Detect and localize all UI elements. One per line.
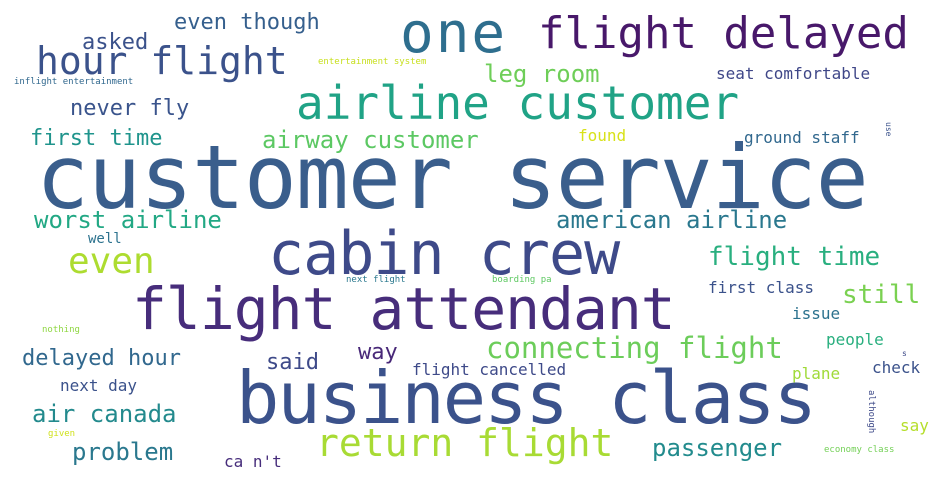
word-leg-room: leg room [484, 60, 600, 88]
word-way: way [358, 340, 398, 365]
word-ground-staff: ground staff [744, 128, 860, 147]
word-given: given [48, 429, 76, 439]
word-next-flight: next flight [346, 275, 406, 285]
word-one: one [400, 1, 508, 66]
word-first-time: first time [30, 126, 163, 151]
word-airway-customer: airway customer [262, 126, 479, 154]
word-seat-comfortable: seat comfortable [716, 64, 871, 83]
word-check: check [872, 358, 921, 377]
word-business-class: business class [236, 356, 817, 440]
word-boarding-pa: boarding pa [492, 275, 552, 285]
word-never-fly: never fly [70, 96, 190, 121]
word-use: use [884, 122, 893, 137]
word-asked: asked [82, 30, 149, 55]
word-first-class: first class [708, 278, 814, 297]
word-hour-flight: hour flight [36, 39, 288, 83]
word-plane: plane [792, 364, 841, 383]
word-nothing: nothing [42, 325, 80, 335]
word-customer-service: customer service [36, 126, 869, 229]
word-flight-attendant: flight attendant [132, 275, 676, 343]
word-problem: problem [72, 438, 174, 466]
word-entertainment-system: entertainment system [318, 57, 427, 67]
word-even: even [68, 241, 155, 282]
word-say: say [900, 416, 929, 435]
word-connecting-flight: connecting flight [486, 331, 783, 365]
word-found: found [578, 126, 627, 145]
word-s: s [902, 349, 907, 358]
word-flight-cancelled: flight cancelled [412, 360, 567, 379]
word-worst-airline: worst airline [34, 206, 222, 234]
word-still: still [842, 280, 921, 310]
word-air-canada: air canada [32, 400, 177, 428]
word-american-airline: american airline [556, 206, 788, 234]
word-well: well [88, 231, 122, 247]
word-said: said [266, 350, 319, 375]
word-people: people [826, 330, 884, 349]
word-even-though: even though [174, 10, 320, 35]
word-issue: issue [792, 304, 841, 323]
word-return-flight: return flight [316, 421, 614, 465]
word-passenger: passenger [652, 434, 783, 462]
word-economy-class: economy class [824, 445, 895, 455]
word-cabin-crew: cabin crew [268, 219, 620, 289]
word-inflight-entertainment: inflight entertainment [14, 77, 134, 87]
word-flight-time: flight time [708, 242, 881, 272]
word-ca-nt: ca n't [224, 452, 282, 471]
word-delayed-hour: delayed hour [22, 346, 181, 371]
word-airline-customer: airline customer [296, 76, 740, 130]
word-flight-delayed: flight delayed [538, 8, 909, 59]
word-although: although [866, 390, 876, 434]
word-next-day: next day [60, 376, 138, 395]
